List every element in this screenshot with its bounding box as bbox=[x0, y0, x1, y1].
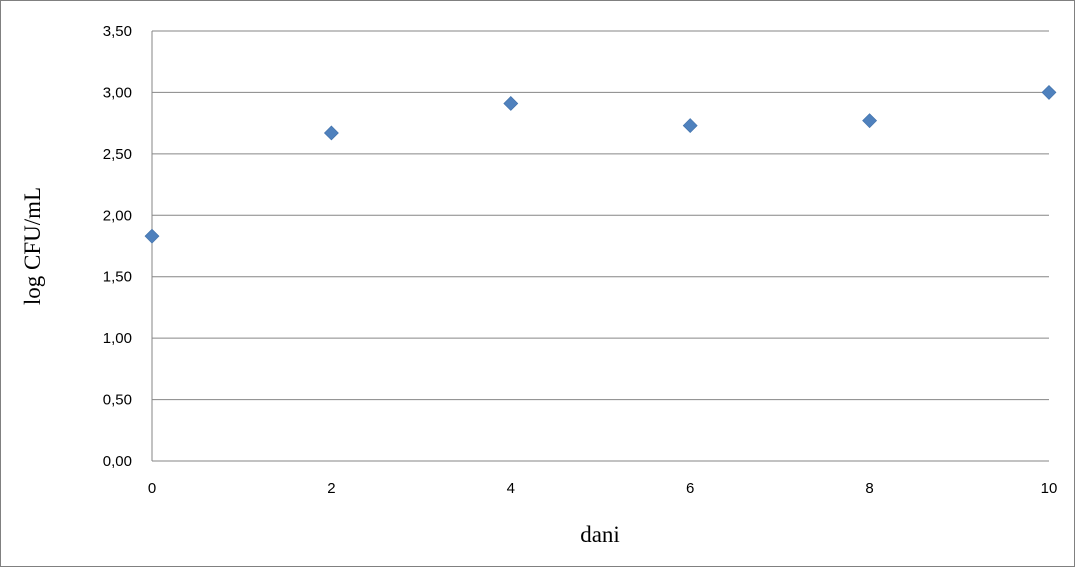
data-point bbox=[144, 228, 160, 244]
y-tick-label: 3,00 bbox=[103, 84, 132, 101]
data-point bbox=[682, 118, 698, 134]
y-tick-label: 0,50 bbox=[103, 392, 132, 409]
gridlines bbox=[152, 30, 1049, 401]
y-tick-label: 1,00 bbox=[103, 330, 132, 347]
axes bbox=[151, 31, 1049, 462]
y-tick-labels: 0,00 0,50 1,00 1,50 2,00 2,50 3,00 3,50 bbox=[103, 23, 132, 470]
x-tick-labels: 0 2 4 6 8 10 bbox=[148, 480, 1058, 497]
data-point bbox=[503, 96, 519, 111]
x-axis-title: dani bbox=[580, 522, 620, 547]
y-tick-label: 2,50 bbox=[103, 146, 132, 163]
x-tick-label: 10 bbox=[1041, 480, 1058, 497]
y-tick-label: 1,50 bbox=[103, 269, 132, 286]
x-tick-label: 2 bbox=[327, 480, 335, 497]
y-tick-label: 2,00 bbox=[103, 207, 132, 224]
x-tick-label: 4 bbox=[507, 480, 515, 497]
x-tick-label: 8 bbox=[865, 480, 873, 497]
x-tick-label: 0 bbox=[148, 480, 156, 497]
y-tick-label: 3,50 bbox=[103, 23, 132, 40]
y-axis-title: log CFU/mL bbox=[20, 187, 45, 305]
data-point bbox=[1041, 85, 1057, 100]
data-point bbox=[862, 113, 878, 129]
x-tick-label: 6 bbox=[686, 480, 694, 497]
data-points bbox=[144, 85, 1057, 244]
y-tick-label: 0,00 bbox=[103, 453, 132, 470]
data-point bbox=[323, 125, 339, 141]
